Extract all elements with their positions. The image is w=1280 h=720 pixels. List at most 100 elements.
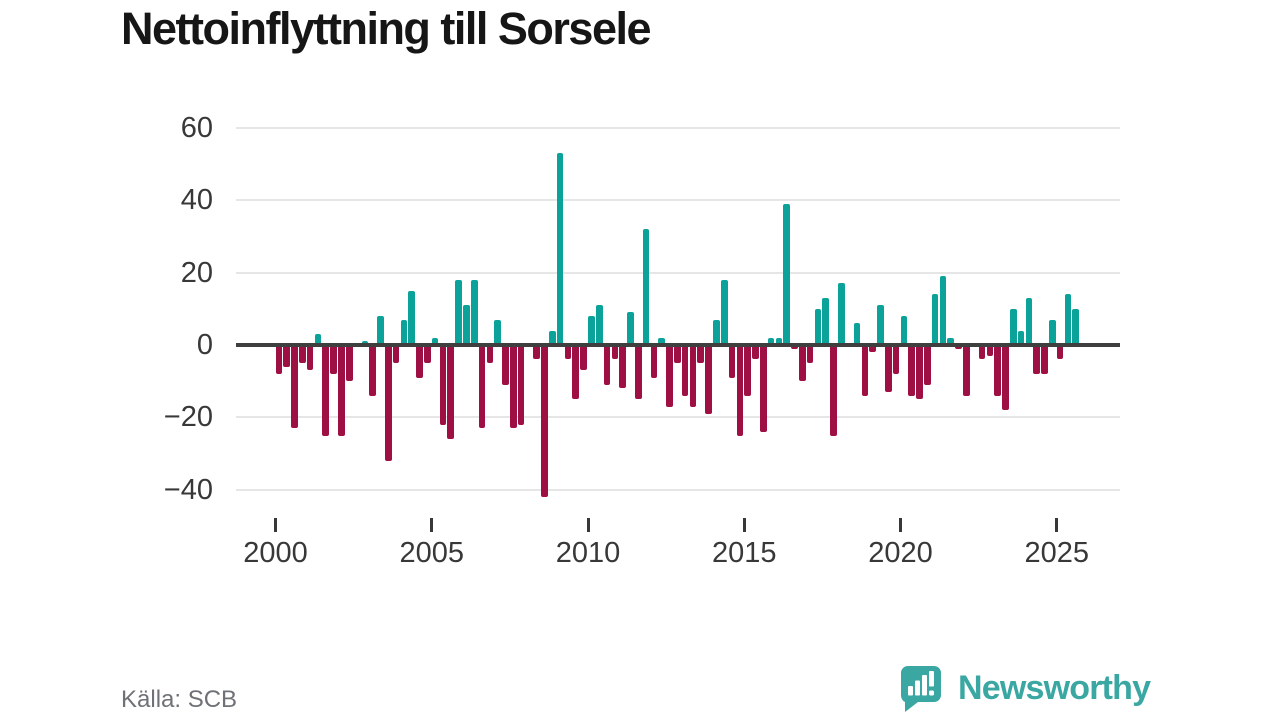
bar [1017,330,1025,345]
bar [549,330,556,345]
plot-area: 60 40 20 0 −20 −40 2000 2005 2010 2015 2020 2025 [164,112,1120,569]
bar [275,345,283,374]
bar [392,345,400,364]
bar [830,345,837,436]
bar [861,345,869,396]
bar [650,345,658,378]
bar [455,279,462,345]
bar [478,345,486,429]
bar [400,319,408,345]
bar [556,153,564,345]
bar [338,345,345,436]
bar [924,345,931,385]
bar [642,229,650,345]
bar [439,345,447,425]
bar [517,345,525,425]
bar [681,345,689,396]
bar [931,294,939,345]
bar [611,345,619,360]
x-axis-tick [742,518,746,532]
bar [533,345,540,360]
bar [1025,297,1033,345]
bar [424,345,431,364]
bar [916,345,923,400]
bar [877,305,884,345]
bar [947,337,955,345]
y-axis-label: −20 [163,401,213,434]
bar [728,345,736,378]
bar [377,316,384,345]
x-axis-tick [430,518,434,532]
bar [939,276,947,345]
x-axis-label: 2005 [399,537,464,569]
bar [299,345,306,364]
bar [697,345,705,364]
bar [822,297,830,345]
bar [799,345,806,382]
gridline [236,199,1120,202]
gridline [236,416,1120,419]
bar [759,345,767,432]
bar [447,345,455,440]
source-label: Källa: SCB [121,686,238,713]
x-axis-tick [274,518,277,532]
bar [1056,345,1064,360]
y-axis-label: 40 [180,184,213,217]
x-axis-label: 2015 [711,537,777,569]
bar [283,345,290,367]
bar [963,345,970,396]
bar [619,345,626,389]
bar [384,345,392,461]
bar [666,345,673,407]
gridline [236,271,1120,274]
bar [783,203,790,345]
bar [869,345,876,353]
bar [767,337,775,345]
bar [884,345,892,393]
bar [330,345,337,374]
bar [541,345,548,498]
bar [775,337,783,345]
gridline [236,126,1120,129]
bar [1041,345,1048,374]
chart-title: Nettoinflyttning till Sorsele [121,3,652,54]
bar [1072,308,1080,345]
y-axis-label: 20 [180,256,213,289]
bar [1049,319,1056,345]
bar [470,279,478,345]
bar [502,345,509,385]
bar [806,345,814,364]
x-axis-label: 2010 [555,537,621,569]
bar [892,345,900,374]
bar [994,345,1001,396]
bar [1002,345,1009,411]
y-axis-label: 60 [180,111,213,144]
bar [416,345,423,378]
bar [580,345,587,371]
bar [986,345,994,356]
bar [713,319,720,345]
bar [603,345,611,385]
y-axis-label: 0 [196,329,213,361]
bar [634,345,642,400]
bar [431,337,439,345]
bar [838,283,845,345]
x-axis-label: 2020 [868,537,933,569]
bar [1033,345,1040,374]
x-axis-tick [899,518,902,532]
x-axis-label: 2000 [243,537,308,569]
bar [1064,294,1072,345]
x-axis-tick [1055,518,1059,532]
bar [744,345,751,396]
bar [689,345,697,407]
bar [736,345,744,436]
bar [1009,308,1017,345]
bar [752,345,759,360]
bar [314,334,322,345]
bar [408,290,415,345]
bar [463,305,470,345]
bar [674,345,681,364]
x-axis-tick [586,518,590,532]
bar [853,323,861,345]
bar [509,345,517,429]
